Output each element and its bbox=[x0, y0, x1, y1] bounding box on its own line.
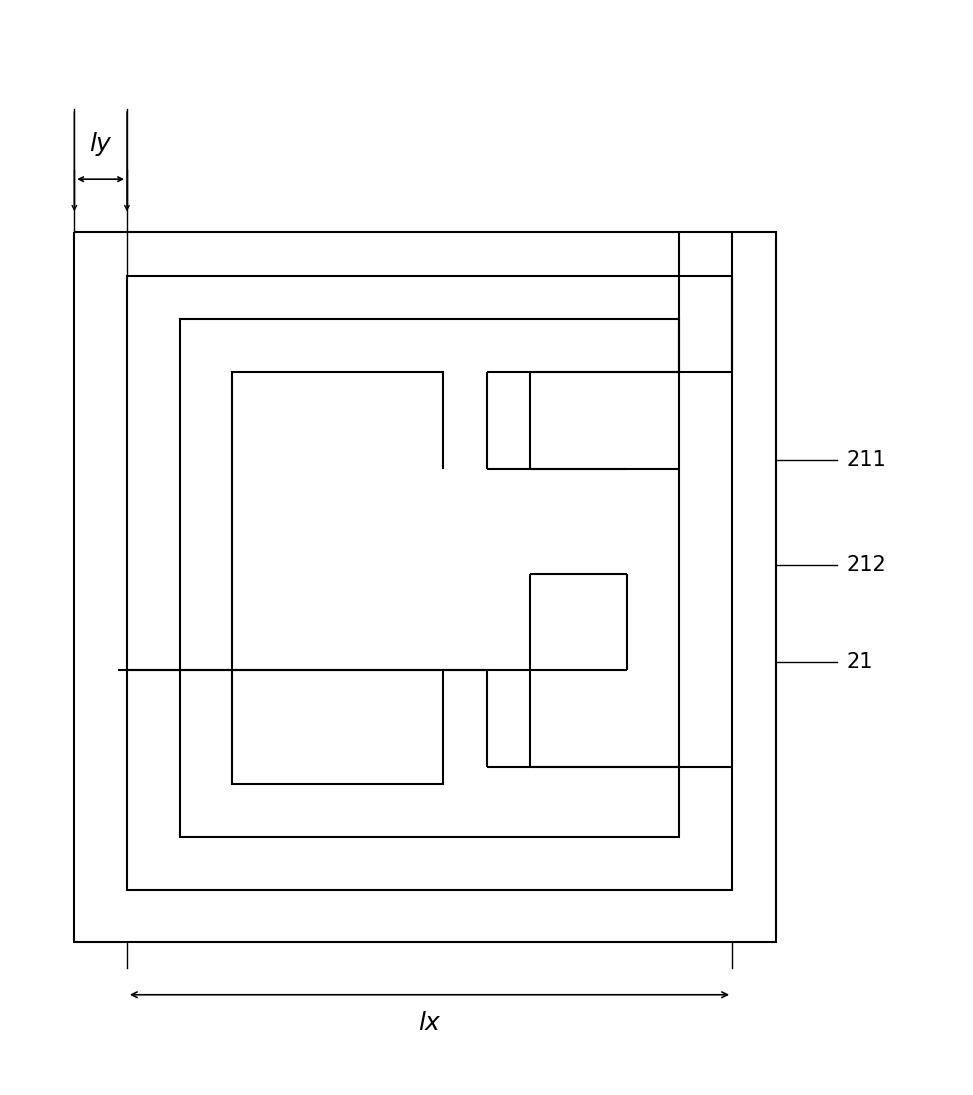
Text: 212: 212 bbox=[847, 555, 885, 575]
Text: 211: 211 bbox=[847, 450, 885, 470]
Text: $ly$: $ly$ bbox=[89, 130, 113, 158]
Text: 21: 21 bbox=[847, 652, 873, 671]
Text: $lx$: $lx$ bbox=[417, 1012, 442, 1035]
